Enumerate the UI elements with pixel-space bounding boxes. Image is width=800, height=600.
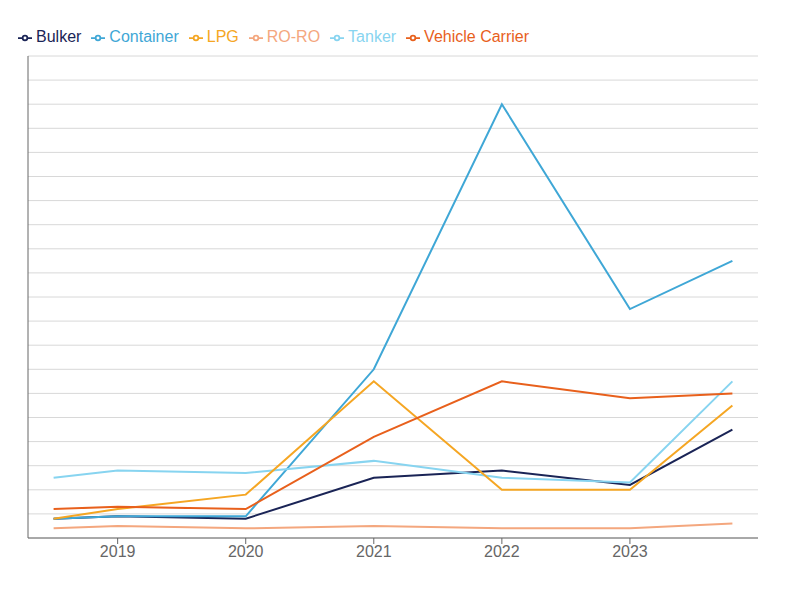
- svg-text:2021: 2021: [356, 543, 392, 560]
- html-text:Container: Container: [109, 28, 179, 45]
- html-text:Bulker: Bulker: [36, 28, 82, 45]
- svg-text:2023: 2023: [612, 543, 648, 560]
- html-text:Vehicle Carrier: Vehicle Carrier: [424, 28, 529, 45]
- svg-text:2022: 2022: [484, 543, 520, 560]
- svg-text:2019: 2019: [100, 543, 136, 560]
- svg-text:2020: 2020: [228, 543, 264, 560]
- html-text:RO-RO: RO-RO: [266, 28, 321, 45]
- html-text:Tanker: Tanker: [348, 28, 397, 45]
- html-text:LPG: LPG: [206, 28, 239, 45]
